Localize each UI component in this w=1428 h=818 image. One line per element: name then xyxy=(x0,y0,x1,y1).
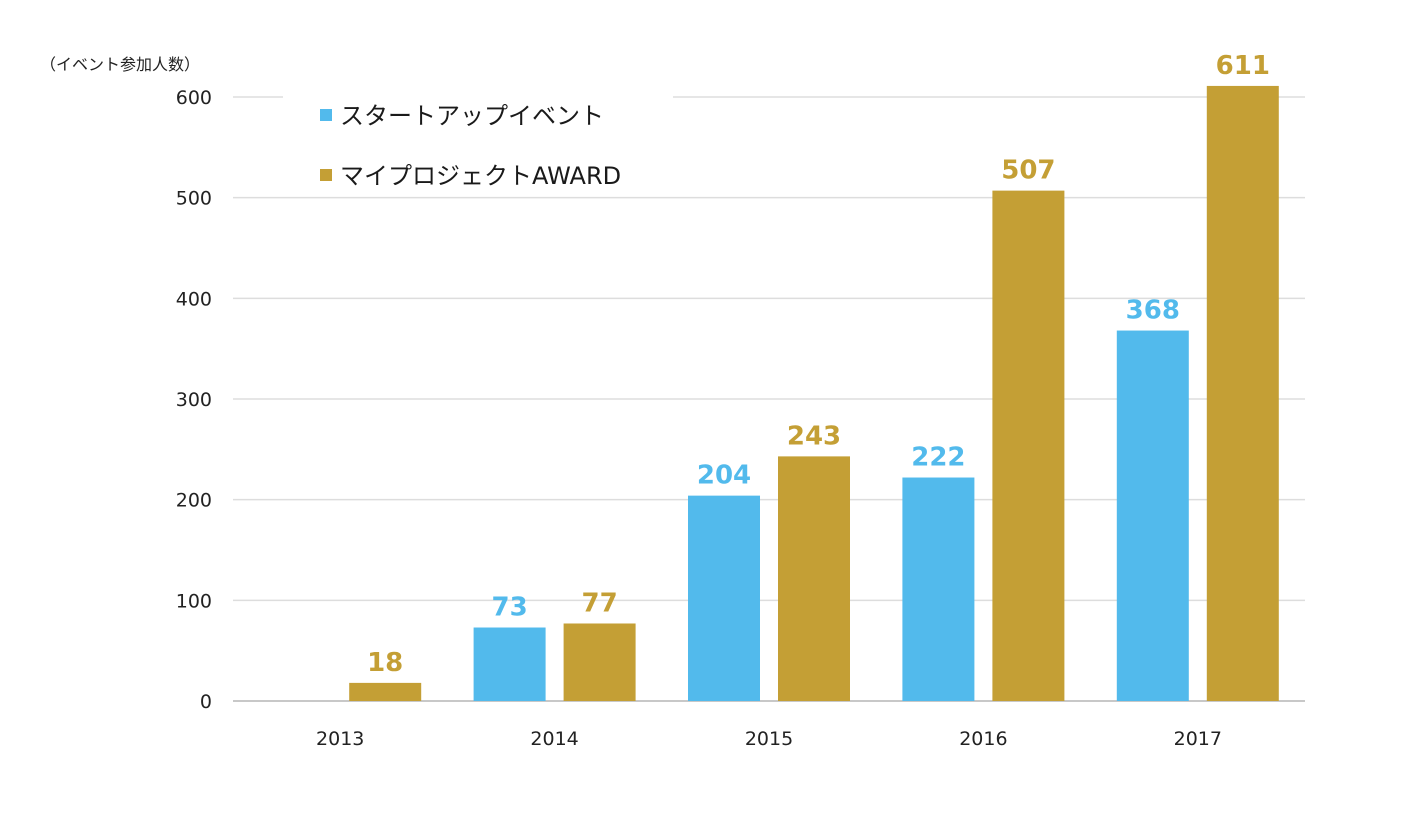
data-label: 204 xyxy=(697,461,751,491)
data-label: 222 xyxy=(911,443,965,473)
y-tick-label: 400 xyxy=(176,288,212,310)
y-tick-label: 600 xyxy=(176,87,212,109)
y-tick-label: 200 xyxy=(176,490,212,512)
legend-label: スタートアップイベント xyxy=(340,102,604,130)
legend-background xyxy=(283,80,673,192)
legend-label: マイプロジェクトAWARD xyxy=(340,162,621,190)
bar xyxy=(1206,85,1279,702)
x-tick-label: 2017 xyxy=(1174,728,1222,750)
bar xyxy=(1116,330,1189,701)
data-label: 77 xyxy=(582,588,618,618)
bars: 18 73 77 204 243 222 507 368 611 xyxy=(349,51,1279,702)
data-label: 368 xyxy=(1126,296,1180,326)
bar xyxy=(902,477,975,701)
x-tick-label: 2013 xyxy=(316,728,364,750)
x-tick-label: 2016 xyxy=(959,728,1007,750)
y-tick-label: 500 xyxy=(176,188,212,210)
data-label: 73 xyxy=(492,593,528,623)
legend-swatch xyxy=(320,169,332,181)
y-axis-ticks: 0 100 200 300 400 500 600 xyxy=(176,87,212,713)
y-axis-label: （イベント参加人数） xyxy=(40,55,200,74)
data-label: 507 xyxy=(1001,156,1055,186)
bar xyxy=(473,627,546,701)
bar xyxy=(349,682,422,701)
x-tick-label: 2015 xyxy=(745,728,793,750)
data-label: 243 xyxy=(787,421,841,451)
x-axis-ticks: 2013 2014 2015 2016 2017 xyxy=(316,728,1222,750)
bar xyxy=(992,190,1065,701)
y-tick-label: 300 xyxy=(176,389,212,411)
legend-swatch xyxy=(320,109,332,121)
y-tick-label: 100 xyxy=(176,590,212,612)
bar xyxy=(778,456,850,701)
data-label: 611 xyxy=(1216,51,1270,81)
y-tick-label: 0 xyxy=(200,691,212,713)
bar xyxy=(688,495,760,701)
bar xyxy=(563,623,636,701)
data-label: 18 xyxy=(367,648,403,678)
x-tick-label: 2014 xyxy=(530,728,578,750)
